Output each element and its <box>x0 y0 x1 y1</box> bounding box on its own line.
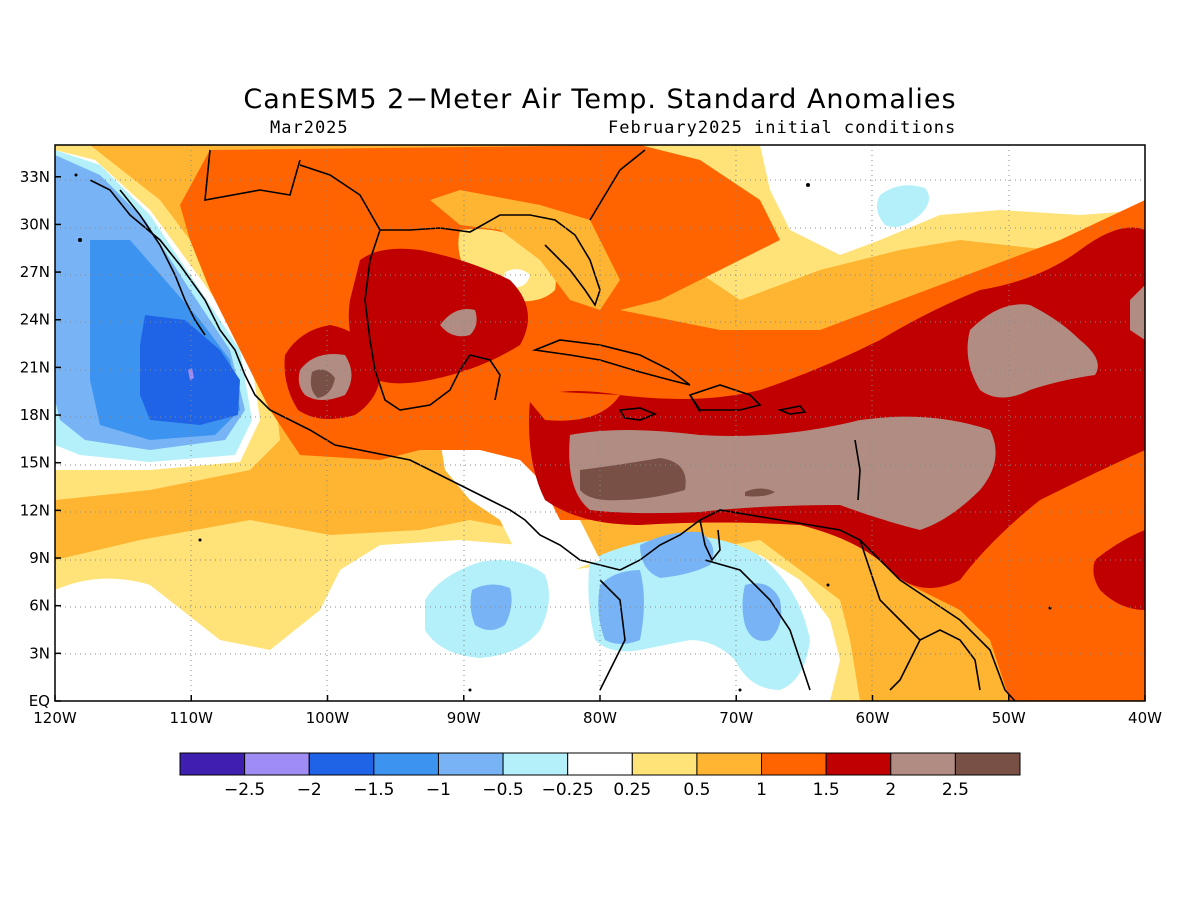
lon-tick-label: 40W <box>1128 709 1162 727</box>
lon-tick-label: 70W <box>719 709 753 727</box>
legend-label: 0.5 <box>683 780 710 800</box>
legend-label: −1.5 <box>353 780 394 800</box>
lat-tick-label: 12N <box>20 501 50 519</box>
legend-swatch <box>954 752 1021 776</box>
lat-tick-label: 9N <box>29 549 50 567</box>
legend-swatch <box>502 752 569 776</box>
color-legend: −2.5 −2 −1.5 −1 −0.5 −0.25 0.25 0.5 1 1.5 2 2.5 <box>179 752 1021 800</box>
lon-tick-label: 80W <box>583 709 617 727</box>
lat-tick-label: 18N <box>20 406 50 424</box>
longitude-axis: 120W 110W 100W 90W 80W 70W 60W 50W 40W <box>33 695 1162 727</box>
lat-tick-label: 15N <box>20 454 50 472</box>
lon-tick-label: 100W <box>306 709 350 727</box>
legend-label: 1.5 <box>813 780 840 800</box>
islands <box>74 173 1052 692</box>
legend-swatch <box>761 752 827 776</box>
forecast-month: Mar2025 <box>270 118 349 138</box>
map-title: CanESM5 2−Meter Air Temp. Standard Anoma… <box>243 84 957 115</box>
lon-tick-label: 110W <box>170 709 214 727</box>
legend-swatch <box>308 752 375 776</box>
anomaly-fields <box>55 145 1145 701</box>
legend-label: 2 <box>885 780 896 800</box>
legend-label: 1 <box>756 780 767 800</box>
legend-swatch <box>437 752 504 776</box>
legend-swatch <box>373 752 439 776</box>
legend-label: 0.25 <box>613 780 651 800</box>
legend-label: −2 <box>297 780 322 800</box>
legend-label: −0.5 <box>482 780 523 800</box>
legend-swatch <box>631 752 698 776</box>
grid-lines <box>55 145 1145 701</box>
legend-swatch <box>179 752 246 776</box>
legend-label: −0.25 <box>542 780 594 800</box>
lat-tick-label: 24N <box>20 311 50 329</box>
initial-conditions-label: February2025 initial conditions <box>608 118 957 138</box>
latitude-axis: EQ 3N 6N 9N 12N 15N 18N 21N 24N 27N 30N 33N <box>20 168 61 710</box>
coastlines <box>89 149 1016 701</box>
lon-tick-label: 90W <box>447 709 481 727</box>
legend-swatch <box>567 752 633 776</box>
legend-label: 2.5 <box>942 780 969 800</box>
lon-tick-label: 60W <box>856 709 890 727</box>
legend-label: −2.5 <box>224 780 265 800</box>
lat-tick-label: 21N <box>20 358 50 376</box>
legend-swatch <box>825 752 892 776</box>
lat-tick-label: EQ <box>29 692 50 710</box>
lat-tick-label: 30N <box>20 215 50 233</box>
legend-swatch <box>244 752 310 776</box>
lat-tick-label: 3N <box>29 644 50 662</box>
lon-tick-label: 120W <box>33 709 77 727</box>
lon-tick-label: 50W <box>992 709 1026 727</box>
legend-label: −1 <box>426 780 451 800</box>
lat-tick-label: 6N <box>29 597 50 615</box>
lat-tick-label: 27N <box>20 263 50 281</box>
legend-swatch <box>696 752 763 776</box>
lat-tick-label: 33N <box>20 168 50 186</box>
legend-swatch <box>890 752 956 776</box>
